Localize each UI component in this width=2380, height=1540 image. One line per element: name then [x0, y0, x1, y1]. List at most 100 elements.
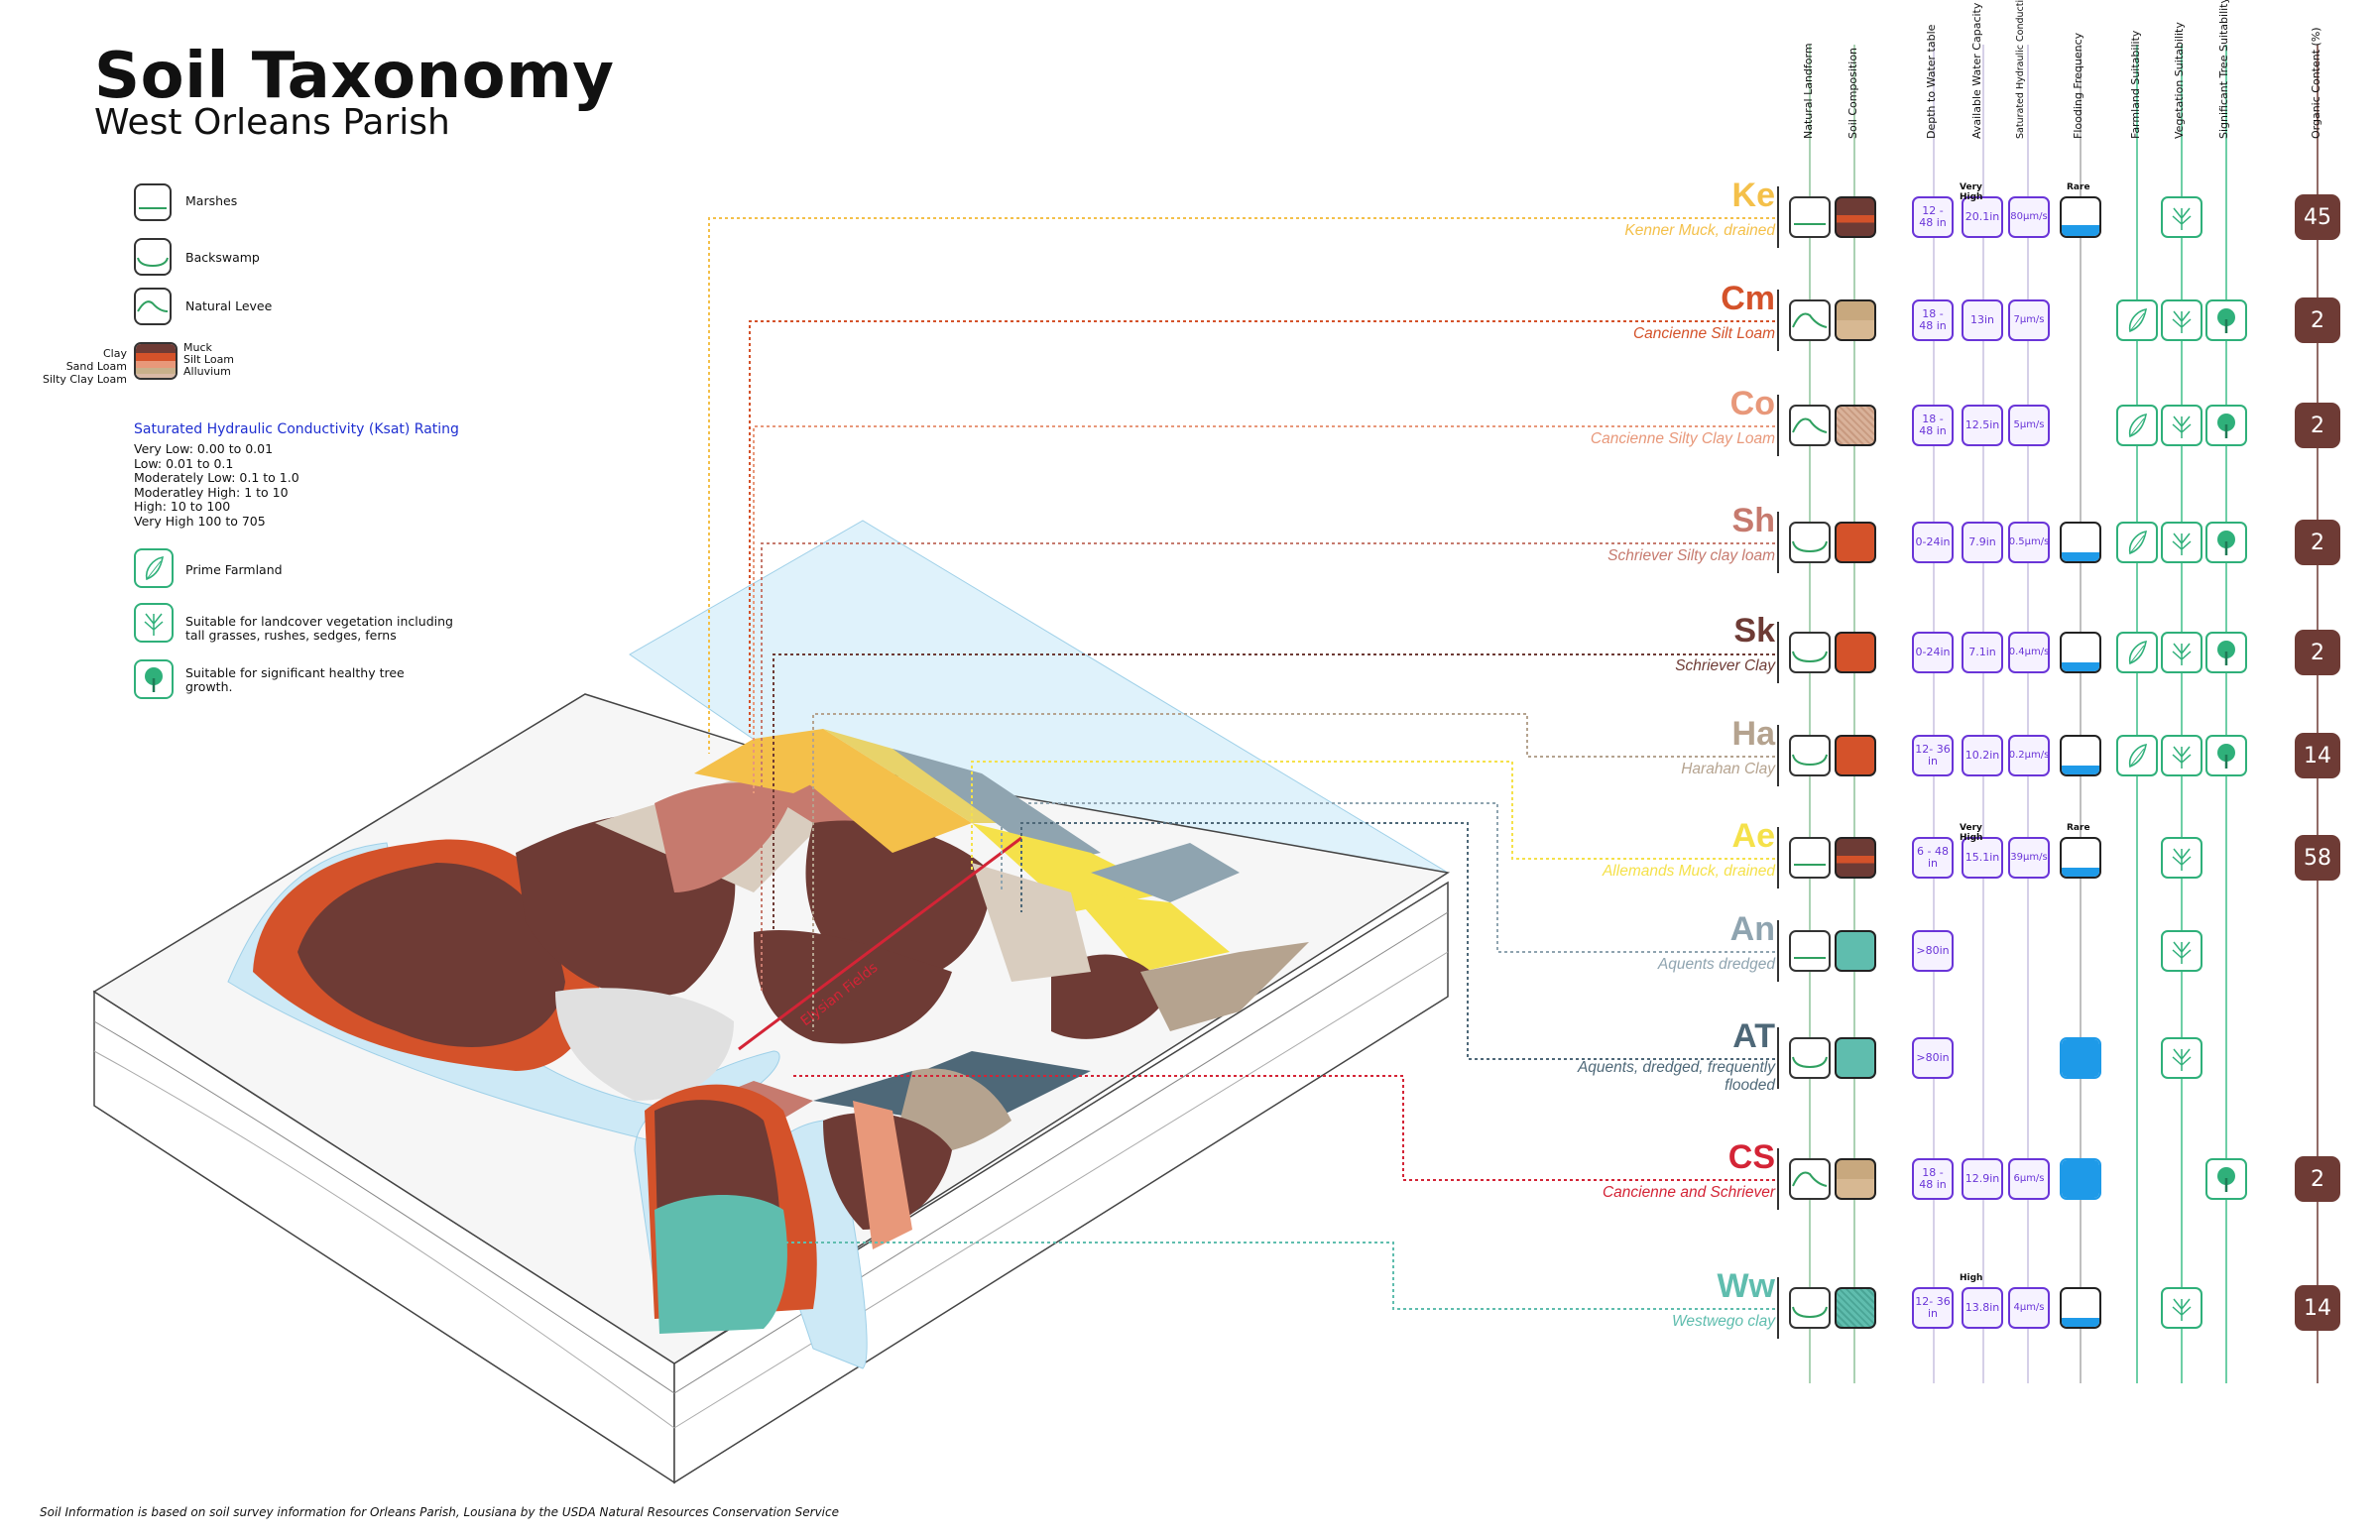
soil-code: Ke [1731, 177, 1775, 214]
mix-left-labels: Clay Sand Loam Silty Clay Loam [40, 347, 127, 386]
legend-tree-label: Suitable for significant healthy tree gr… [185, 665, 405, 694]
ksat-line: High: 10 to 100 [134, 499, 231, 514]
flood-level-indicator [2060, 1158, 2101, 1200]
soil-composition-swatch [1835, 930, 1876, 972]
col-header-landform: Natural Landform [1802, 43, 1815, 139]
ksat-value: 39μm/s [2008, 837, 2050, 879]
col-header-flood: Flooding Frequency [2072, 32, 2084, 139]
soil-composition-swatch [1835, 1287, 1876, 1329]
row-bracket [1773, 1277, 1779, 1339]
backswamp-landform-icon [1789, 735, 1831, 776]
backswamp-landform-icon [134, 238, 172, 276]
depth-to-water-value: >80in [1912, 930, 1954, 972]
soil-name: Schriever Silty clay loam [1607, 547, 1775, 564]
awc-rating-note: High [1960, 1273, 1983, 1283]
organic-content-badge: 2 [2295, 1156, 2340, 1202]
flood-level-fill [2062, 1160, 2099, 1198]
legend-levee-label: Natural Levee [185, 298, 273, 313]
flood-frequency-note: Rare [2067, 182, 2090, 192]
soil-composition-swatch [1835, 522, 1876, 563]
organic-content-badge: 14 [2295, 733, 2340, 778]
ksat-line: Low: 0.01 to 0.1 [134, 455, 234, 471]
soil-composition-swatch [1835, 405, 1876, 446]
soil-name: Schriever Clay [1675, 657, 1775, 674]
soil-name: Cancienne Silty Clay Loam [1590, 430, 1775, 447]
row-bracket [1773, 186, 1779, 248]
col-header-farmland: Farmland Suitability [2129, 30, 2142, 139]
ksat-line: Very High 100 to 705 [134, 513, 266, 529]
soil-name: Westwego clay [1672, 1313, 1775, 1330]
organic-content-badge: 58 [2295, 835, 2340, 881]
available-water-value: 20.1in [1962, 196, 2003, 238]
soil-code: Ha [1731, 715, 1775, 753]
available-water-value: 13in [1962, 299, 2003, 341]
col-header-vegetation: Vegetation Suitability [2173, 22, 2186, 139]
organic-content-badge: 2 [2295, 297, 2340, 343]
flood-level-indicator [2060, 735, 2101, 776]
soil-composition-swatch [1835, 735, 1876, 776]
flood-level-indicator [2060, 522, 2101, 563]
vegetation-icon [2161, 837, 2202, 879]
available-water-value: 7.9in [1962, 522, 2003, 563]
depth-to-water-value: 0-24in [1912, 522, 1954, 563]
depth-to-water-value: 18 - 48 in [1912, 405, 1954, 446]
organic-content-badge: 2 [2295, 630, 2340, 675]
vegetation-icon [2161, 196, 2202, 238]
vegetation-icon [2161, 1287, 2202, 1329]
soil-name: Cancienne and Schriever [1602, 1184, 1775, 1201]
legend-backswamp-label: Backswamp [185, 250, 260, 265]
tree-icon [134, 659, 174, 699]
available-water-value: 7.1in [1962, 632, 2003, 673]
natural-levee-landform-icon [1789, 405, 1831, 446]
natural-levee-landform-icon [1789, 299, 1831, 341]
ksat-value: 0.5μm/s [2008, 522, 2050, 563]
depth-to-water-value: 18 - 48 in [1912, 299, 1954, 341]
mix-silt-loam-label: Silt Loam [183, 353, 235, 366]
tree-icon [2205, 632, 2247, 673]
depth-to-water-value: >80in [1912, 1037, 1954, 1079]
soil-code: Ae [1731, 817, 1775, 855]
depth-to-water-value: 12- 36 in [1912, 735, 1954, 776]
col-header-ksat: Saturated Hydraulic Conductivity (Ksat) [2015, 0, 2026, 139]
farmland-icon [134, 548, 174, 588]
mix-alluvium-label: Alluvium [183, 365, 231, 378]
backswamp-landform-icon [1789, 1037, 1831, 1079]
col-header-tree: Significant Tree Suitability [2217, 0, 2230, 139]
flood-level-indicator [2060, 837, 2101, 879]
available-water-value: 15.1in [1962, 837, 2003, 879]
row-bracket [1773, 395, 1779, 456]
available-water-value: 13.8in [1962, 1287, 2003, 1329]
col-header-composition: Soil Composition [1846, 47, 1859, 139]
backswamp-landform-icon [1789, 522, 1831, 563]
row-bracket [1773, 290, 1779, 351]
vegetation-icon [2161, 1037, 2202, 1079]
marsh-landform-icon [1789, 837, 1831, 879]
soil-code: An [1729, 910, 1775, 948]
organic-content-badge: 2 [2295, 520, 2340, 565]
tree-icon [2205, 735, 2247, 776]
flood-level-fill [2062, 224, 2099, 236]
farmland-icon [2116, 299, 2158, 341]
flood-level-indicator [2060, 632, 2101, 673]
soil-composition-swatch [1835, 196, 1876, 238]
depth-to-water-value: 12 - 48 in [1912, 196, 1954, 238]
backswamp-landform-icon [1789, 632, 1831, 673]
farmland-icon [2116, 522, 2158, 563]
row-bracket [1773, 827, 1779, 888]
soil-name: Cancienne Silt Loam [1632, 325, 1775, 342]
flood-level-fill [2062, 867, 2099, 877]
row-bracket [1773, 725, 1779, 786]
mix-silty-clay-loam-label: Silty Clay Loam [42, 373, 127, 386]
flood-level-fill [2062, 1317, 2099, 1327]
vegetation-icon [2161, 930, 2202, 972]
flood-level-indicator [2060, 196, 2101, 238]
ksat-value: 80μm/s [2008, 196, 2050, 238]
soil-composition-swatch [1835, 299, 1876, 341]
awc-rating-note: Very High [1960, 182, 1983, 202]
depth-to-water-value: 6 - 48 in [1912, 837, 1954, 879]
soil-code: Cm [1721, 280, 1775, 317]
ksat-value: 0.2μm/s [2008, 735, 2050, 776]
soil-code: CS [1727, 1138, 1775, 1176]
ksat-line: Moderatley High: 1 to 10 [134, 484, 289, 500]
